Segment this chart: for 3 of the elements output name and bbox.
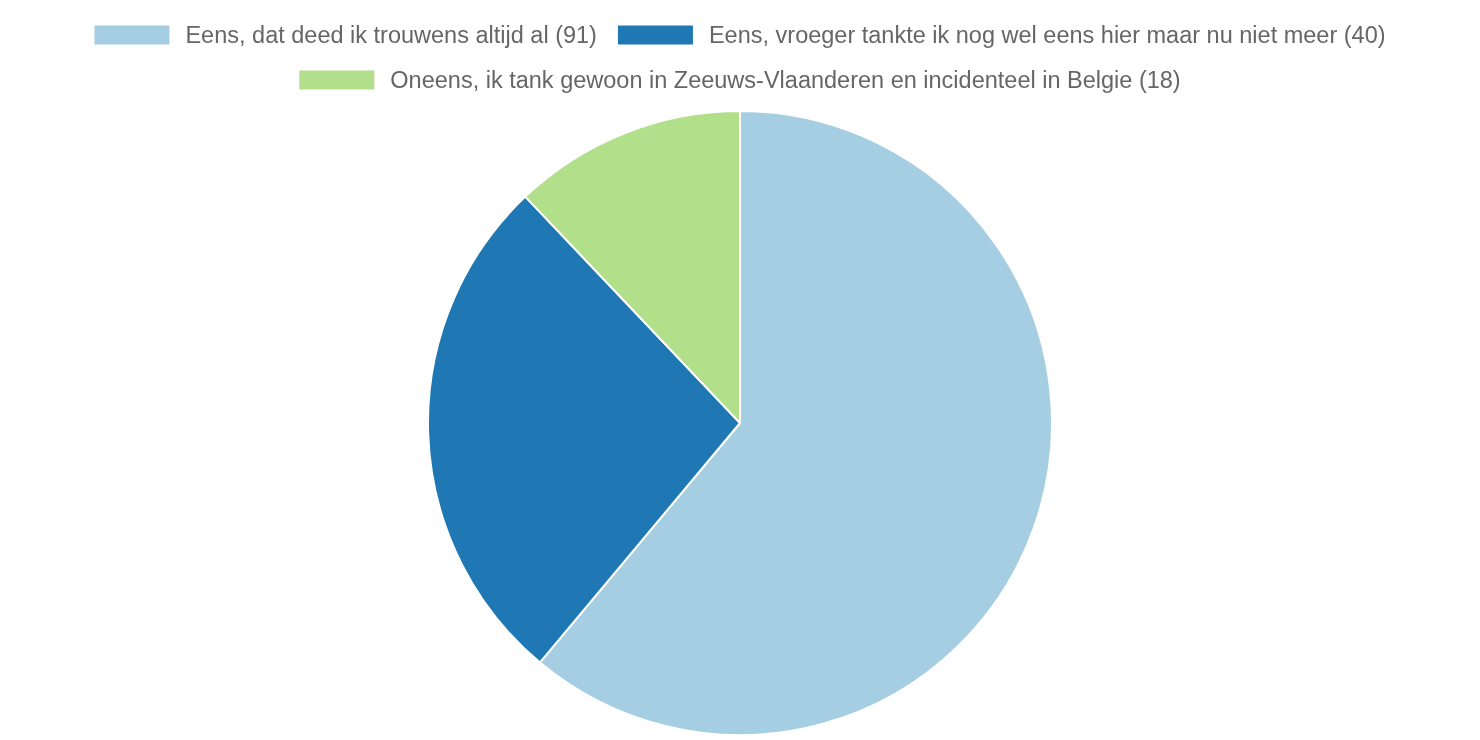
legend-label: Oneens, ik tank gewoon in Zeeuws-Vlaanderen en incidenteel in Belgie (18) xyxy=(390,67,1181,93)
legend-label: Eens, dat deed ik trouwens altijd al (91) xyxy=(185,22,597,48)
legend-label: Eens, vroeger tankte ik nog wel eens hier maar nu niet meer (40) xyxy=(708,22,1386,48)
